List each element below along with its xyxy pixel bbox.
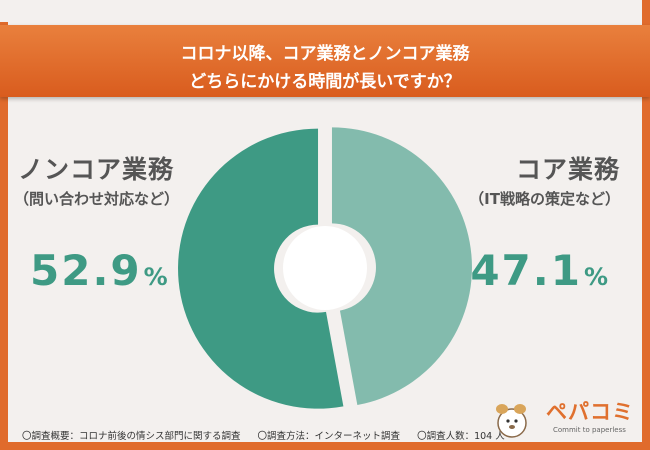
donut-hole (283, 226, 367, 310)
core-label: コア業務 (515, 155, 620, 184)
core-percent-value: 47.1 (470, 246, 582, 295)
survey-method: 〇調査方法：インターネット調査 (257, 431, 401, 442)
slice-core (331, 127, 472, 406)
core-percent-unit: % (583, 263, 608, 291)
mascot-icon (496, 404, 527, 438)
brand-name: ペパコミ (546, 400, 634, 424)
brand-tagline: Commit to paperless (553, 426, 626, 434)
core-percent: 47.1% (470, 246, 608, 295)
chart-title-line1: コロナ以降、コア業務とノンコア業務 (180, 44, 470, 64)
slice-noncore (178, 128, 344, 409)
noncore-sublabel: （問い合わせ対応など） (14, 190, 180, 208)
brand-logo (496, 404, 527, 438)
chart-title-line2: どちらにかける時間が長いですか？ (189, 72, 461, 92)
noncore-percent: 52.9% (30, 246, 168, 295)
title-banner: コロナ以降、コア業務とノンコア業務 どちらにかける時間が長いですか？ (0, 25, 650, 97)
noncore-label: ノンコア業務 (18, 155, 175, 184)
survey-overview: 〇調査概要：コロナ前後の情シス部門に関する調査 (22, 431, 241, 442)
core-sublabel: （IT戦略の策定など） (469, 190, 620, 208)
survey-count: 〇調査人数：104 人 (417, 431, 505, 442)
survey-footer: 〇調査概要：コロナ前後の情シス部門に関する調査 〇調査方法：インターネット調査 … (22, 428, 519, 442)
noncore-percent-unit: % (143, 263, 168, 291)
noncore-percent-value: 52.9 (30, 246, 142, 295)
top-strip (0, 0, 634, 22)
